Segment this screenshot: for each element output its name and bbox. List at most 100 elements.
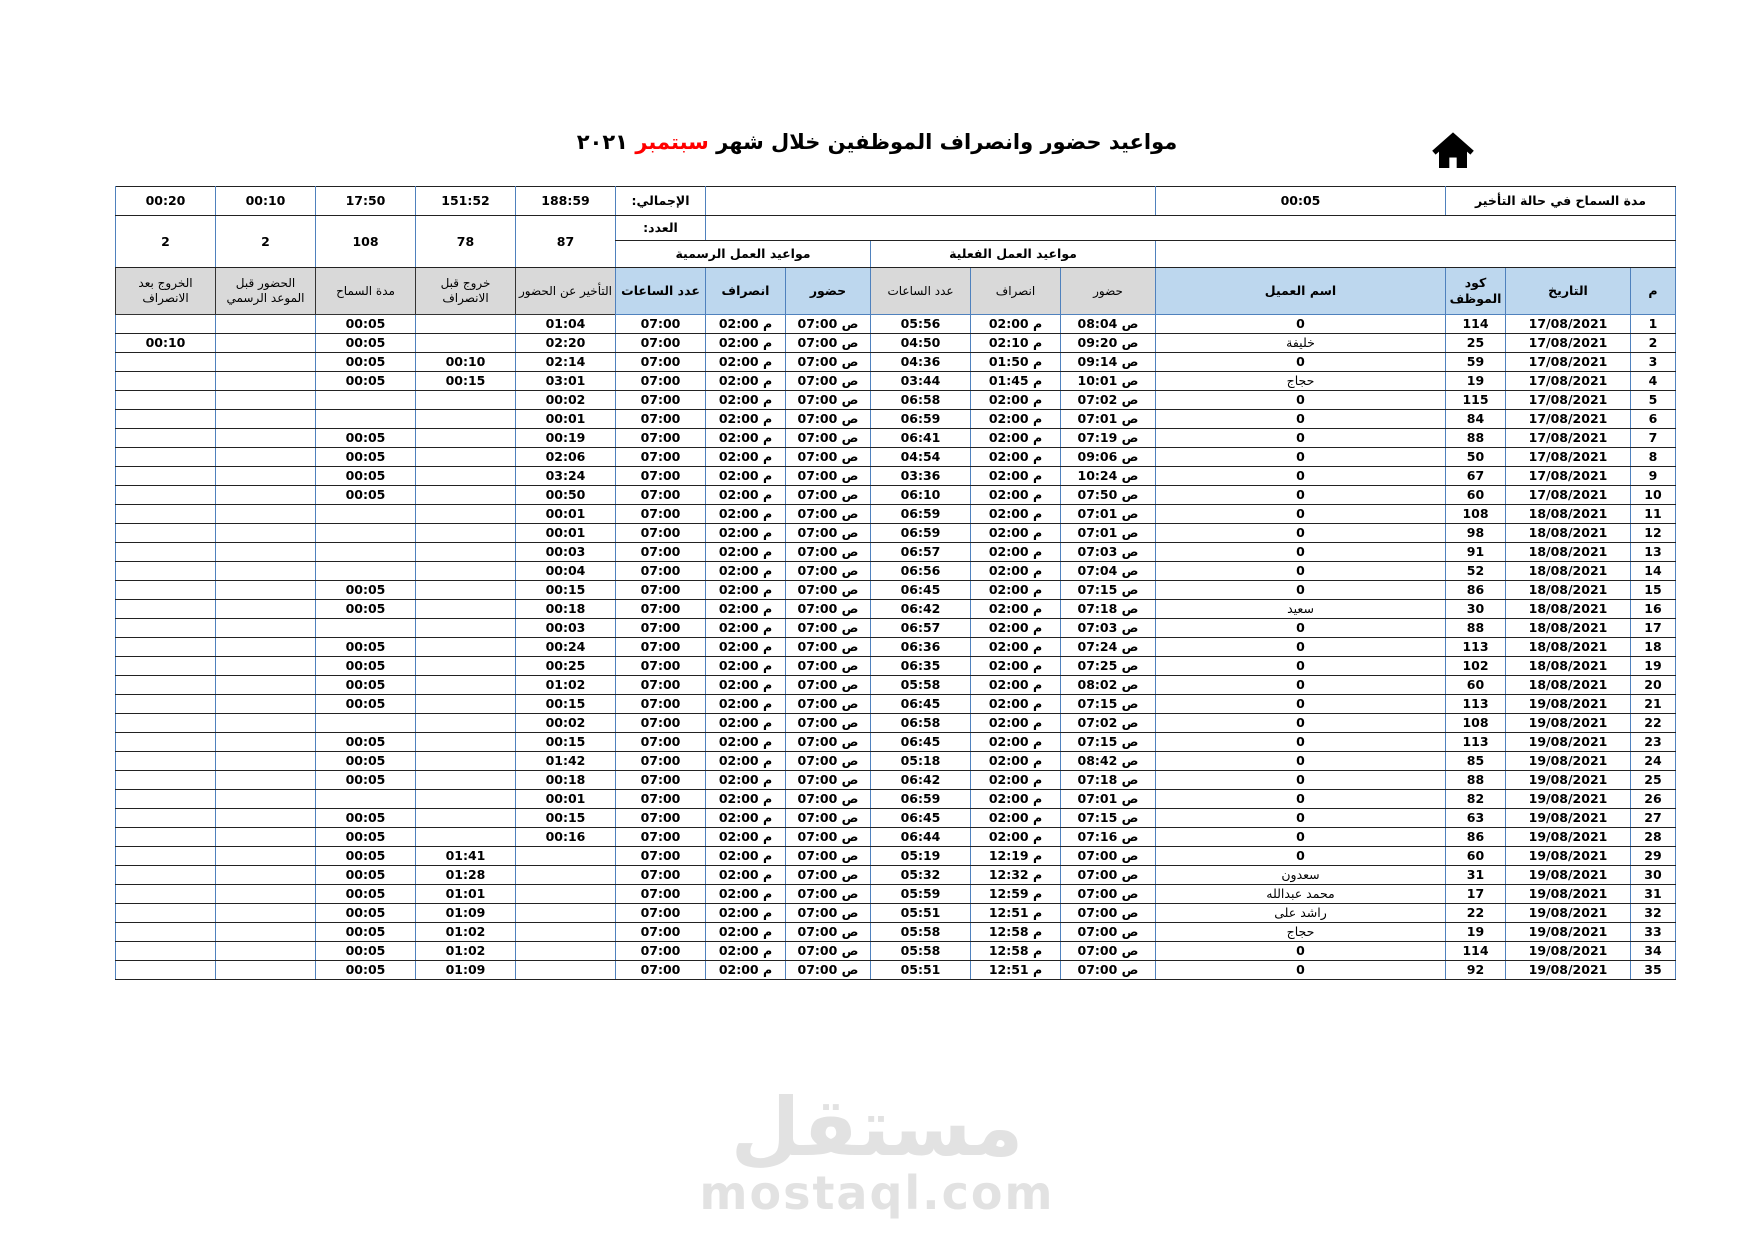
cell-exit-before: 00:10 bbox=[415, 352, 516, 372]
cell-client-name: حجاج bbox=[1155, 371, 1446, 391]
cell-grace: 00:05 bbox=[315, 941, 416, 961]
cell-official-hours: 07:00 bbox=[615, 523, 706, 543]
title-month: سبتمبر bbox=[635, 130, 709, 154]
cell-official-leave: 02:00 م bbox=[705, 865, 786, 885]
cell-late: 02:20 bbox=[515, 333, 616, 353]
table-row: 4 17/08/2021 19 حجاج 10:01 ص 01:45 م 03:44 07:0… bbox=[115, 371, 1676, 391]
cell-grace: 00:05 bbox=[315, 865, 416, 885]
grace-allowance-value[interactable]: 00:05 bbox=[1155, 186, 1446, 216]
table-row: 15 18/08/2021 86 0 07:15 ص 02:00 م 06:45 07:00 … bbox=[115, 580, 1676, 600]
cell-official-leave: 02:00 م bbox=[705, 485, 786, 505]
header-actual-attend: حضور bbox=[1060, 267, 1156, 315]
cell-official-attend: 07:00 ص bbox=[785, 428, 871, 448]
cell-actual-hours: 06:58 bbox=[870, 390, 971, 410]
cell-date: 18/08/2021 bbox=[1505, 599, 1631, 619]
table-row: 9 17/08/2021 67 0 10:24 ص 02:00 م 03:36 07:00 ص… bbox=[115, 466, 1676, 486]
summary-count-exit-before: 78 bbox=[415, 215, 516, 268]
cell-exit-after bbox=[115, 447, 216, 467]
grace-allowance-label: مدة السماح في حالة التأخير bbox=[1445, 186, 1676, 216]
cell-client-name: 0 bbox=[1155, 561, 1446, 581]
cell-official-leave: 02:00 م bbox=[705, 675, 786, 695]
cell-exit-after bbox=[115, 409, 216, 429]
cell-late bbox=[515, 922, 616, 942]
cell-client-name: 0 bbox=[1155, 428, 1446, 448]
cell-official-attend: 07:00 ص bbox=[785, 409, 871, 429]
cell-official-hours: 07:00 bbox=[615, 618, 706, 638]
cell-actual-hours: 06:59 bbox=[870, 523, 971, 543]
cell-date: 17/08/2021 bbox=[1505, 409, 1631, 429]
cell-grace: 00:05 bbox=[315, 428, 416, 448]
cell-actual-attend: 07:24 ص bbox=[1060, 637, 1156, 657]
cell-official-hours: 07:00 bbox=[615, 409, 706, 429]
cell-official-hours: 07:00 bbox=[615, 675, 706, 695]
table-row: 30 19/08/2021 31 سعدون 07:00 ص 12:32 م 05:32 07… bbox=[115, 865, 1676, 885]
cell-date: 19/08/2021 bbox=[1505, 903, 1631, 923]
cell-date: 19/08/2021 bbox=[1505, 827, 1631, 847]
cell-attend-before bbox=[215, 466, 316, 486]
cell-exit-before bbox=[415, 808, 516, 828]
cell-attend-before bbox=[215, 675, 316, 695]
cell-official-leave: 02:00 م bbox=[705, 314, 786, 334]
cell-client-name: 0 bbox=[1155, 808, 1446, 828]
cell-actual-hours: 06:58 bbox=[870, 713, 971, 733]
cell-exit-before bbox=[415, 827, 516, 847]
cell-emp-code: 59 bbox=[1445, 352, 1506, 372]
cell-official-leave: 02:00 م bbox=[705, 789, 786, 809]
cell-date: 19/08/2021 bbox=[1505, 884, 1631, 904]
cell-attend-before bbox=[215, 846, 316, 866]
cell-exit-after bbox=[115, 504, 216, 524]
cell-late: 00:03 bbox=[515, 542, 616, 562]
cell-official-attend: 07:00 ص bbox=[785, 941, 871, 961]
watermark: مستقل mostaql.com bbox=[0, 1088, 1754, 1217]
home-icon[interactable] bbox=[1428, 128, 1478, 176]
cell-actual-hours: 03:36 bbox=[870, 466, 971, 486]
spacer bbox=[705, 215, 1676, 241]
cell-actual-attend: 07:00 ص bbox=[1060, 846, 1156, 866]
cell-actual-hours: 05:51 bbox=[870, 903, 971, 923]
cell-official-leave: 02:00 م bbox=[705, 922, 786, 942]
cell-date: 17/08/2021 bbox=[1505, 352, 1631, 372]
cell-attend-before bbox=[215, 960, 316, 980]
cell-attend-before bbox=[215, 504, 316, 524]
cell-no: 32 bbox=[1630, 903, 1676, 923]
cell-official-leave: 02:00 م bbox=[705, 903, 786, 923]
cell-date: 19/08/2021 bbox=[1505, 732, 1631, 752]
cell-no: 11 bbox=[1630, 504, 1676, 524]
cell-exit-after bbox=[115, 675, 216, 695]
cell-emp-code: 85 bbox=[1445, 751, 1506, 771]
cell-exit-after bbox=[115, 352, 216, 372]
cell-attend-before bbox=[215, 789, 316, 809]
cell-official-hours: 07:00 bbox=[615, 504, 706, 524]
cell-exit-before bbox=[415, 656, 516, 676]
cell-date: 18/08/2021 bbox=[1505, 580, 1631, 600]
table-body: 1 17/08/2021 114 0 08:04 ص 02:00 م 05:56 07:00 … bbox=[115, 314, 1676, 980]
cell-official-leave: 02:00 م bbox=[705, 504, 786, 524]
cell-no: 12 bbox=[1630, 523, 1676, 543]
cell-no: 35 bbox=[1630, 960, 1676, 980]
cell-no: 16 bbox=[1630, 599, 1676, 619]
cell-exit-before: 01:09 bbox=[415, 903, 516, 923]
cell-emp-code: 60 bbox=[1445, 675, 1506, 695]
cell-no: 19 bbox=[1630, 656, 1676, 676]
cell-official-attend: 07:00 ص bbox=[785, 675, 871, 695]
cell-actual-attend: 07:01 ص bbox=[1060, 409, 1156, 429]
cell-date: 19/08/2021 bbox=[1505, 865, 1631, 885]
cell-exit-before bbox=[415, 504, 516, 524]
cell-date: 17/08/2021 bbox=[1505, 371, 1631, 391]
cell-late: 00:02 bbox=[515, 713, 616, 733]
cell-late: 00:04 bbox=[515, 561, 616, 581]
cell-actual-attend: 07:02 ص bbox=[1060, 390, 1156, 410]
cell-official-leave: 02:00 م bbox=[705, 770, 786, 790]
table-row: 12 18/08/2021 98 0 07:01 ص 02:00 م 06:59 07:00 … bbox=[115, 523, 1676, 543]
cell-exit-before: 00:15 bbox=[415, 371, 516, 391]
cell-actual-hours: 04:50 bbox=[870, 333, 971, 353]
cell-no: 4 bbox=[1630, 371, 1676, 391]
cell-actual-leave: 02:00 م bbox=[970, 618, 1061, 638]
cell-official-hours: 07:00 bbox=[615, 865, 706, 885]
cell-actual-hours: 06:35 bbox=[870, 656, 971, 676]
header-actual-leave: انصراف bbox=[970, 267, 1061, 315]
cell-attend-before bbox=[215, 656, 316, 676]
cell-actual-hours: 05:58 bbox=[870, 675, 971, 695]
cell-emp-code: 63 bbox=[1445, 808, 1506, 828]
cell-official-attend: 07:00 ص bbox=[785, 580, 871, 600]
